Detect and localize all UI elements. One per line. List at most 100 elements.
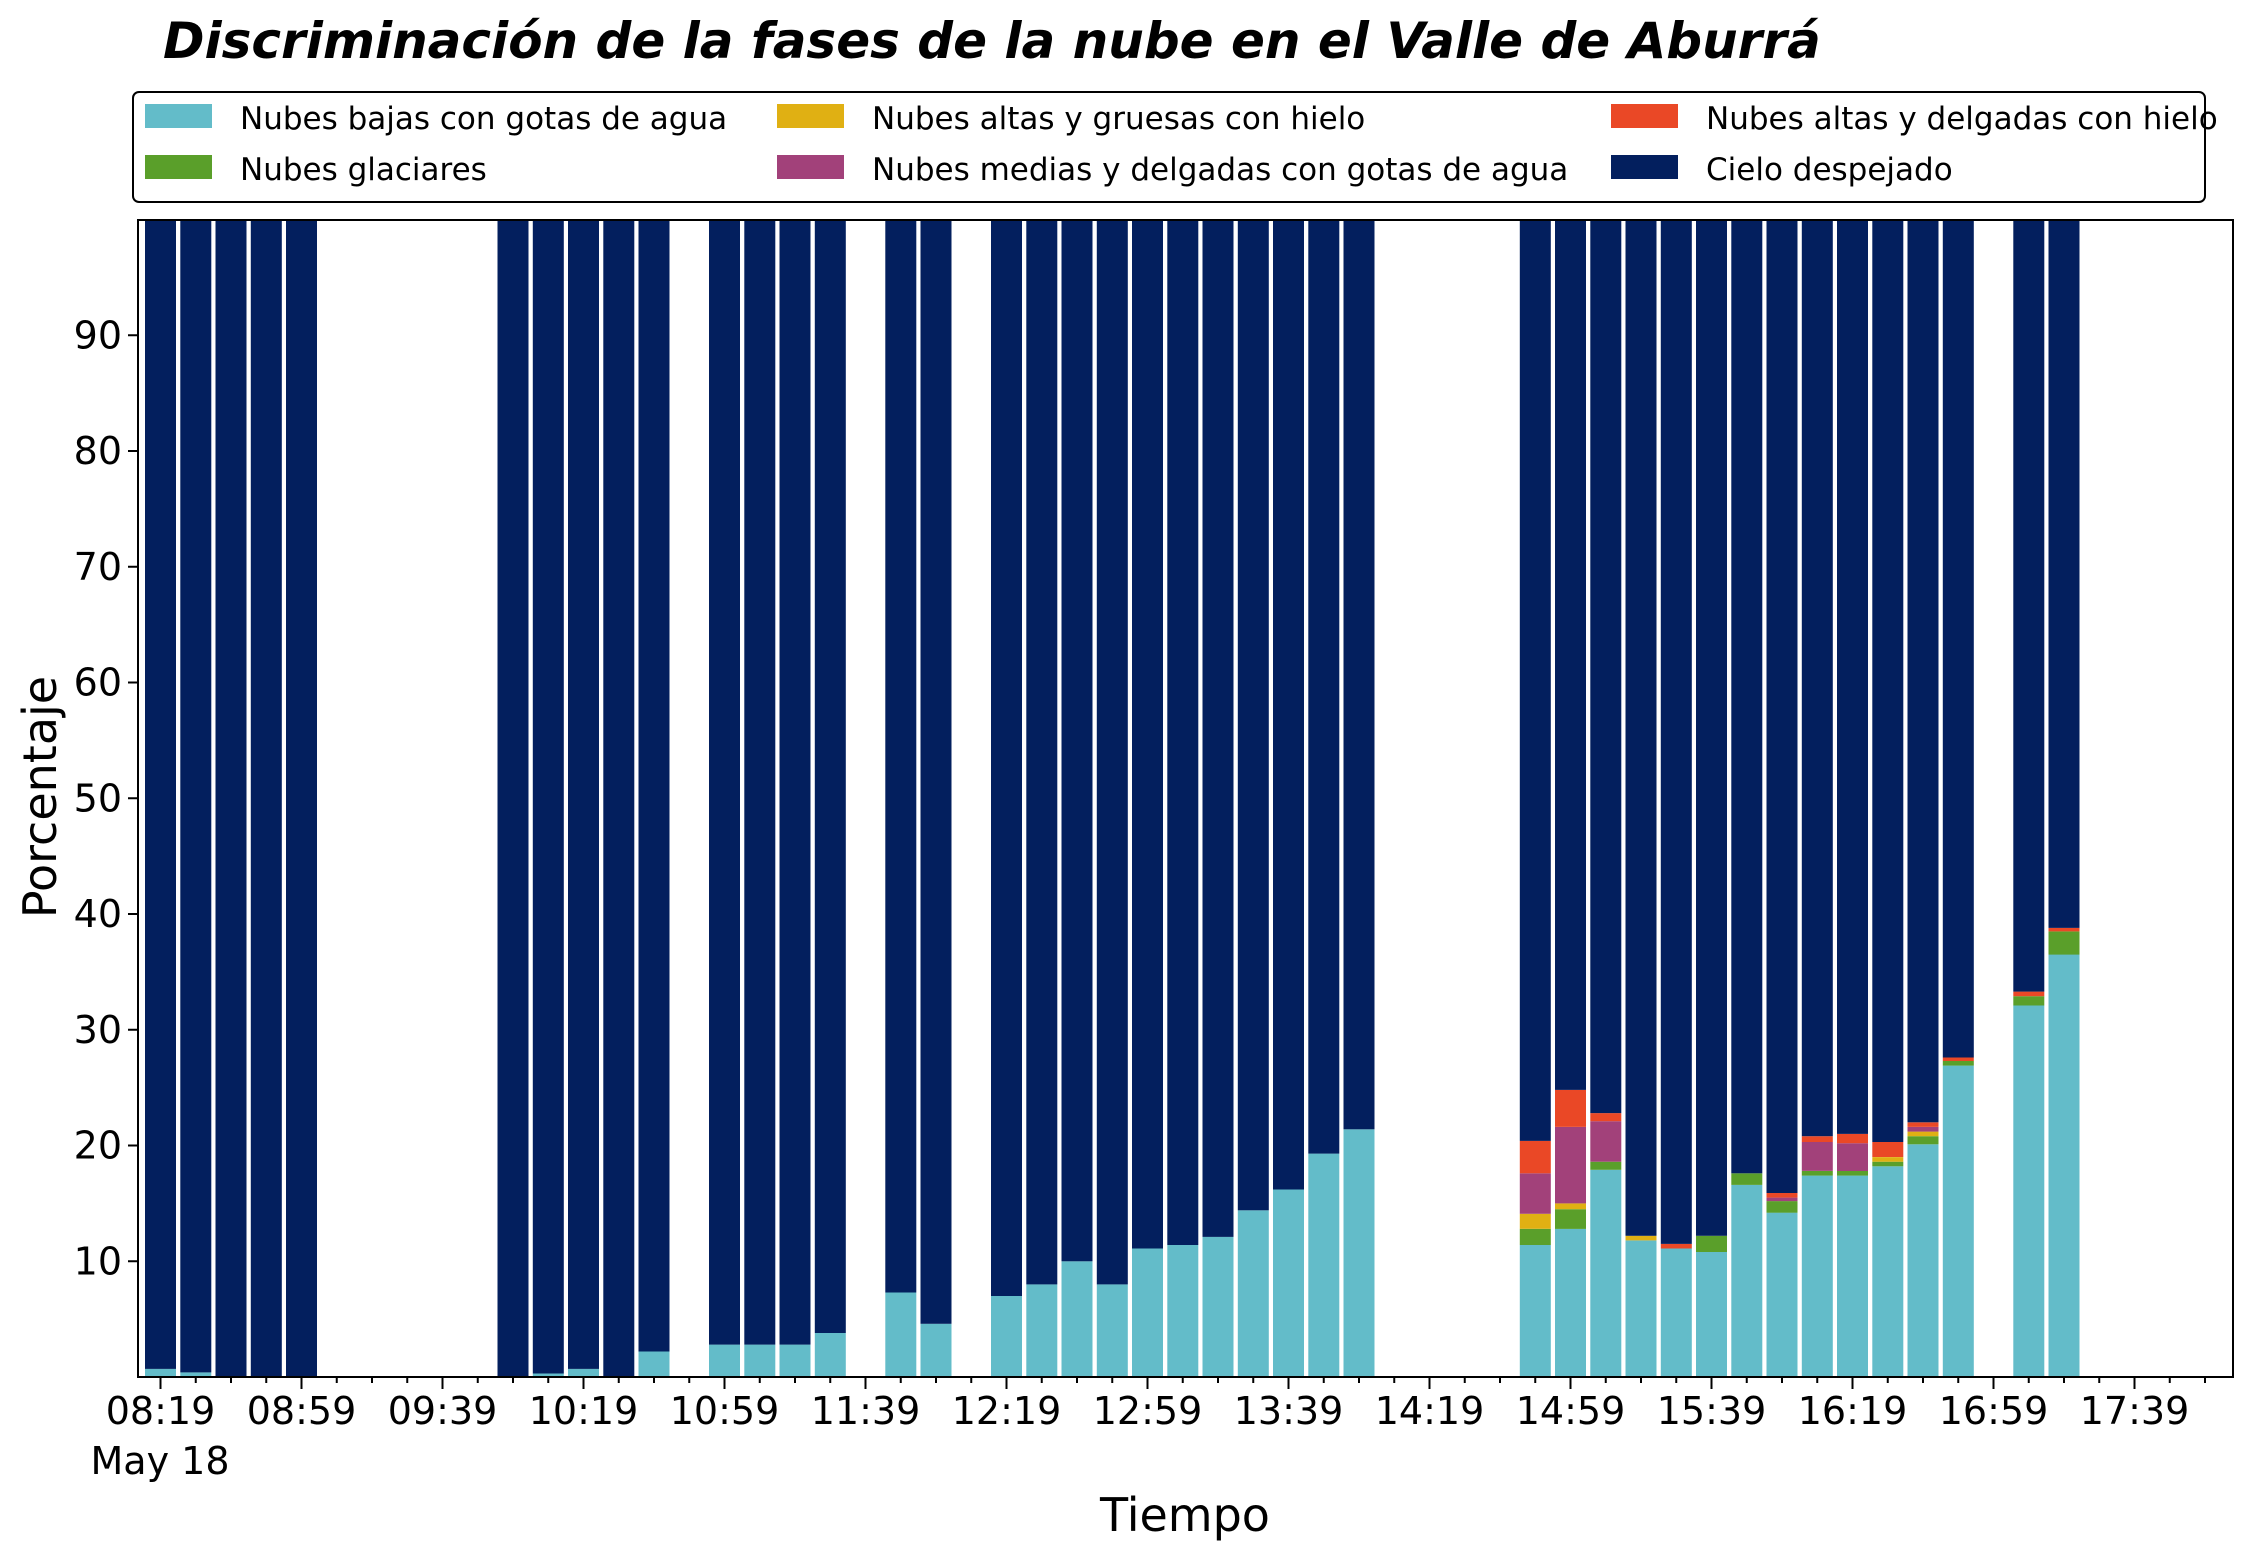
bar-segment [1237,1210,1269,1377]
bar-segment [1872,1166,1904,1377]
bar-segment [180,220,212,1373]
bar-segment [1942,1061,1974,1066]
bar-segment [1519,1245,1551,1377]
legend-entry: Nubes altas y delgadas con hielo [1611,101,2218,137]
y-tick-label: 30 [74,1008,122,1052]
x-tick-label: 12:59 [1093,1389,1203,1433]
bar-segment [1872,1157,1904,1162]
bar-stack [1167,220,1199,1377]
x-tick-label: 16:19 [1798,1389,1908,1433]
bar-segment [1907,1136,1939,1145]
bar-segment [885,220,917,1293]
legend-label: Nubes bajas con gotas de agua [240,101,727,137]
y-axis-label: Porcentaje [13,676,67,918]
bar-segment [1026,220,1058,1285]
bar-segment [1625,220,1657,1236]
x-tick-label: 16:59 [1939,1389,2049,1433]
x-tick-label: 13:39 [1234,1389,1344,1433]
bar-segment [1837,1133,1868,1144]
bar-segment [885,1292,917,1377]
bar-segment [1555,1203,1586,1210]
legend-swatch [1611,155,1678,179]
bar-segment [1837,1175,1868,1377]
y-tick-label: 10 [74,1239,122,1283]
bar-segment [2013,996,2045,1006]
bar-segment [1907,1122,1939,1127]
bar-segment [1237,220,1269,1211]
bar-segment [1907,220,1939,1123]
bar-segment [1555,1228,1586,1377]
bar-segment [497,220,529,1377]
bar-segment [1519,220,1551,1141]
bar-segment [2048,220,2080,928]
bar-segment [638,1351,670,1377]
bar-segment [1308,1153,1340,1377]
bar-segment [568,220,599,1369]
legend-swatch [145,104,212,128]
bar-segment [1766,1201,1798,1213]
bar-segment [1942,1057,1974,1061]
x-tick-label: 10:19 [529,1389,639,1433]
bar-stack [532,220,564,1377]
y-tick-label: 50 [74,776,122,820]
bar-stack [1202,220,1234,1377]
bar-stack [638,220,670,1377]
bar-segment [1132,1248,1163,1377]
bar-stack [1696,220,1727,1377]
bar-segment [744,220,776,1345]
legend-label: Nubes altas y delgadas con hielo [1706,101,2218,137]
bar-stack [1590,220,1622,1377]
bar-segment [1872,1142,1904,1157]
bar-segment [1660,1248,1692,1377]
bar-segment [2013,220,2045,992]
bar-segment [814,220,846,1333]
bar-segment [532,220,564,1374]
bar-segment [1801,1171,1833,1176]
bar-segment [1766,1197,1798,1202]
bar-segment [2048,931,2080,955]
legend-label: Nubes medias y delgadas con gotas de agu… [872,152,1568,188]
bar-segment [1132,220,1163,1249]
bar-segment [1766,1212,1798,1377]
bar-segment [1907,1131,1939,1137]
bar-segment [744,1344,776,1377]
y-tick-label: 40 [74,892,122,936]
bar-segment [1519,1173,1551,1214]
legend-entries: Nubes bajas con gotas de agua Nubes glaci… [145,101,2218,188]
bar-stack [1026,220,1058,1377]
bar-stack [286,220,317,1377]
bar-segment [1590,1161,1622,1170]
bar-segment [2013,991,2045,997]
legend-entry: Nubes glaciares [145,152,487,188]
bar-segment [1625,1240,1657,1377]
bar-stack [1872,220,1904,1377]
bar-segment [1343,220,1375,1130]
bar-stack [991,220,1022,1377]
legend-swatch [777,104,844,128]
bar-segment [1907,1127,1939,1132]
x-tick-label: 10:59 [670,1389,780,1433]
bar-segment [1026,1284,1058,1377]
bar-segment [1942,220,1974,1058]
bar-segment [1167,220,1199,1245]
y-tick-label: 20 [74,1124,122,1168]
bar-segment [1590,220,1622,1114]
bar-segment [1519,1228,1551,1245]
bar-segment [1519,1213,1551,1229]
bar-segment [991,1296,1022,1377]
legend-swatch [777,155,844,179]
x-tick-label: 09:39 [388,1389,498,1433]
y-tick-label: 60 [74,661,122,705]
legend-box [132,91,2206,203]
bar-stack [1308,220,1340,1377]
bar-segment [1061,220,1093,1262]
x-tick-label: 17:39 [2080,1389,2190,1433]
bar-segment [1942,1065,1974,1377]
y-tick-label: 80 [74,429,122,473]
bar-stack [145,220,176,1377]
bar-stack [1907,220,1939,1377]
bar-segment [1872,220,1904,1142]
chart-title: Discriminación de la fases de la nube en… [163,12,1821,70]
legend-label: Nubes glaciares [240,152,487,188]
